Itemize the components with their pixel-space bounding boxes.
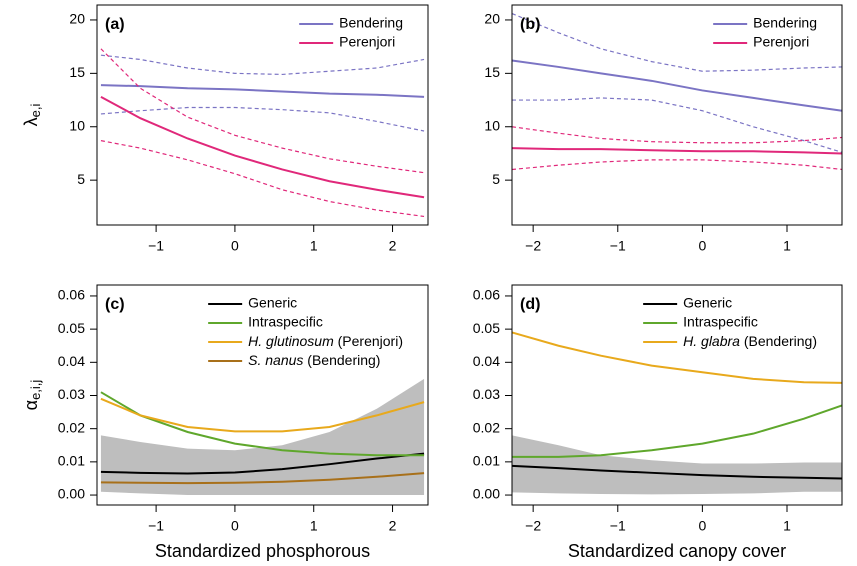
series-line [512,404,843,458]
y-tick-label: 5 [77,171,85,187]
x-tick-label: 0 [698,518,706,534]
series-line [511,59,843,112]
y-tick-label: 0.06 [473,287,500,303]
bound-line [100,106,425,132]
series-line [100,95,425,199]
legend-label: Bendering [339,15,403,31]
series-line [100,84,425,98]
series-line [511,464,843,480]
x-tick-label: 0 [231,518,239,534]
legend-label: Intraspecific [248,314,323,330]
y-tick-label: 0.04 [473,353,500,369]
bound-line [511,12,843,72]
legend-label: Generic [683,295,732,311]
y-axis-label: αe,i,j [21,380,44,411]
x-tick-label: 1 [783,518,791,534]
confidence-band [100,378,425,496]
panel: −1 0 1 2 5 10 15 20 (a) λe,i Bendering Perenjori [21,4,429,254]
y-tick-label: 0.02 [473,419,500,435]
legend-label: Generic [248,295,297,311]
y-tick-label: 5 [492,171,500,187]
panel-label: (d) [520,296,540,313]
x-tick-label: −1 [610,518,626,534]
confidence-band [512,435,842,495]
plot-frame [511,4,843,226]
y-tick-label: 0.01 [473,453,500,469]
bound-line [100,54,425,76]
bound-line [511,126,843,144]
x-tick-label: −1 [148,518,164,534]
series-line [511,331,843,384]
x-tick-label: 1 [783,238,791,254]
legend-label: Perenjori [753,34,809,50]
x-axis-label: Standardized phosphorous [155,541,370,561]
y-tick-label: 0.00 [473,486,500,502]
x-tick-label: 0 [231,238,239,254]
y-axis-subscript: e,i [28,104,43,118]
x-tick-label: −1 [610,238,626,254]
x-tick-label: 1 [310,238,318,254]
bound-line [100,140,425,218]
y-tick-label: 0.05 [473,320,500,336]
panel: −1 0 1 2 0.00 0.01 0.02 0.03 0.04 0.05 0.06 (c) αe,i… [21,284,429,561]
y-tick-label: 10 [484,117,500,133]
series-line [100,397,425,433]
y-tick-label: 0.05 [58,320,85,336]
x-tick-label: 0 [698,238,706,254]
y-tick-label: 15 [484,64,500,80]
legend-label: H. glutinosum (Perenjori) [248,333,403,349]
y-axis-symbol: α [21,400,41,410]
y-tick-label: 0.04 [58,353,85,369]
legend-label: S. nanus (Bendering) [248,352,380,368]
y-axis-subscript: e,i,j [28,380,43,400]
x-tick-label: 2 [389,238,397,254]
y-tick-label: 0.03 [58,386,85,402]
panel-label: (c) [105,296,125,313]
y-tick-label: 0.00 [58,486,85,502]
x-axis-label: Standardized canopy cover [568,541,786,561]
x-tick-label: 2 [389,518,397,534]
y-tick-label: 10 [69,117,85,133]
series-line [100,472,425,485]
x-tick-label: −1 [148,238,164,254]
y-tick-label: 20 [69,11,85,27]
y-tick-label: 0.03 [473,386,500,402]
x-tick-label: −2 [525,238,541,254]
y-tick-label: 20 [484,11,500,27]
y-tick-label: 0.02 [58,419,85,435]
plot-frame [96,4,429,226]
panel: −2 −1 0 1 0.00 0.01 0.02 0.03 0.04 0.05 0.06 (d) Sta… [473,284,843,561]
x-tick-label: −2 [525,518,541,534]
legend-label: Bendering [753,15,817,31]
y-tick-label: 15 [69,64,85,80]
x-tick-label: 1 [310,518,318,534]
y-axis-label: λe,i [21,104,44,127]
series-line [100,452,425,475]
y-axis-symbol: λ [21,117,41,126]
bound-line [100,48,425,174]
legend-label: Perenjori [339,34,395,50]
bound-line [512,97,843,153]
bound-line [511,159,843,171]
legend-label: Intraspecific [683,314,758,330]
panel-label: (a) [105,16,125,33]
y-tick-label: 0.01 [58,453,85,469]
series-line [511,147,843,155]
legend-label: H. glabra (Bendering) [683,333,817,349]
panel-label: (b) [520,16,540,33]
y-tick-label: 0.06 [58,287,85,303]
